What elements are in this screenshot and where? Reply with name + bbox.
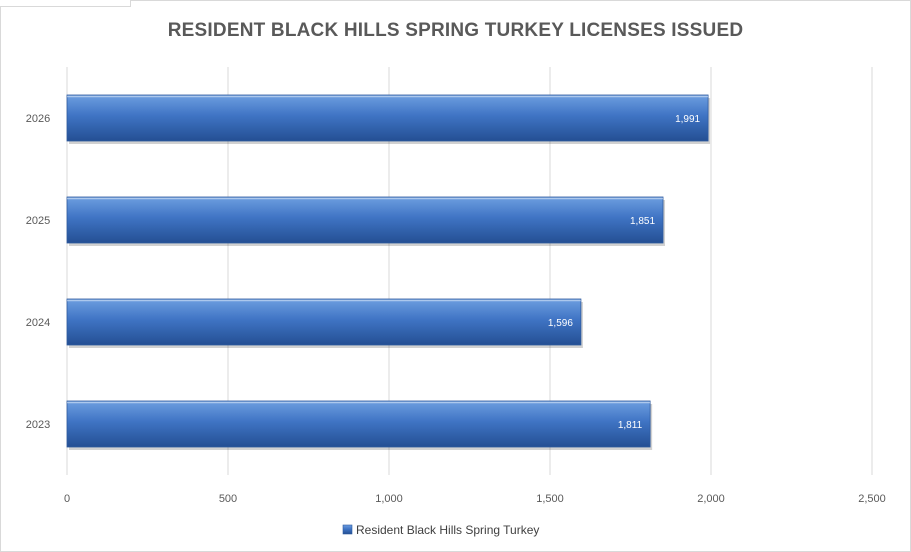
data-label: 1,851 (630, 216, 655, 227)
data-label: 1,811 (618, 420, 643, 431)
data-label: 1,991 (675, 114, 700, 125)
x-tick-label: 500 (219, 493, 237, 505)
y-tick-label: 2023 (26, 419, 50, 431)
data-label: 1,596 (548, 318, 573, 329)
bar-2026 (66, 94, 709, 142)
legend-swatch (342, 524, 353, 535)
chart-corner-tab (0, 0, 131, 7)
bar-2025 (66, 196, 664, 244)
bars: 1,811 1,596 1,851 1,991 (66, 94, 711, 450)
legend-label: Resident Black Hills Spring Turkey (356, 523, 539, 537)
bar-2024 (66, 298, 582, 346)
y-tick-label: 2024 (26, 317, 50, 329)
bar-2023 (66, 400, 651, 448)
x-tick-label: 0 (64, 493, 70, 505)
axes: 0 500 1,000 1,500 2,000 2,500 2023 2024 2025 2026 (26, 113, 886, 505)
y-tick-label: 2025 (26, 215, 50, 227)
x-tick-label: 1,000 (375, 493, 403, 505)
y-tick-label: 2026 (26, 113, 50, 125)
x-tick-label: 2,500 (858, 493, 886, 505)
chart-title: RESIDENT BLACK HILLS SPRING TURKEY LICEN… (167, 20, 744, 41)
x-tick-label: 2,000 (697, 493, 725, 505)
x-tick-label: 1,500 (536, 493, 564, 505)
legend: Resident Black Hills Spring Turkey (342, 523, 539, 537)
